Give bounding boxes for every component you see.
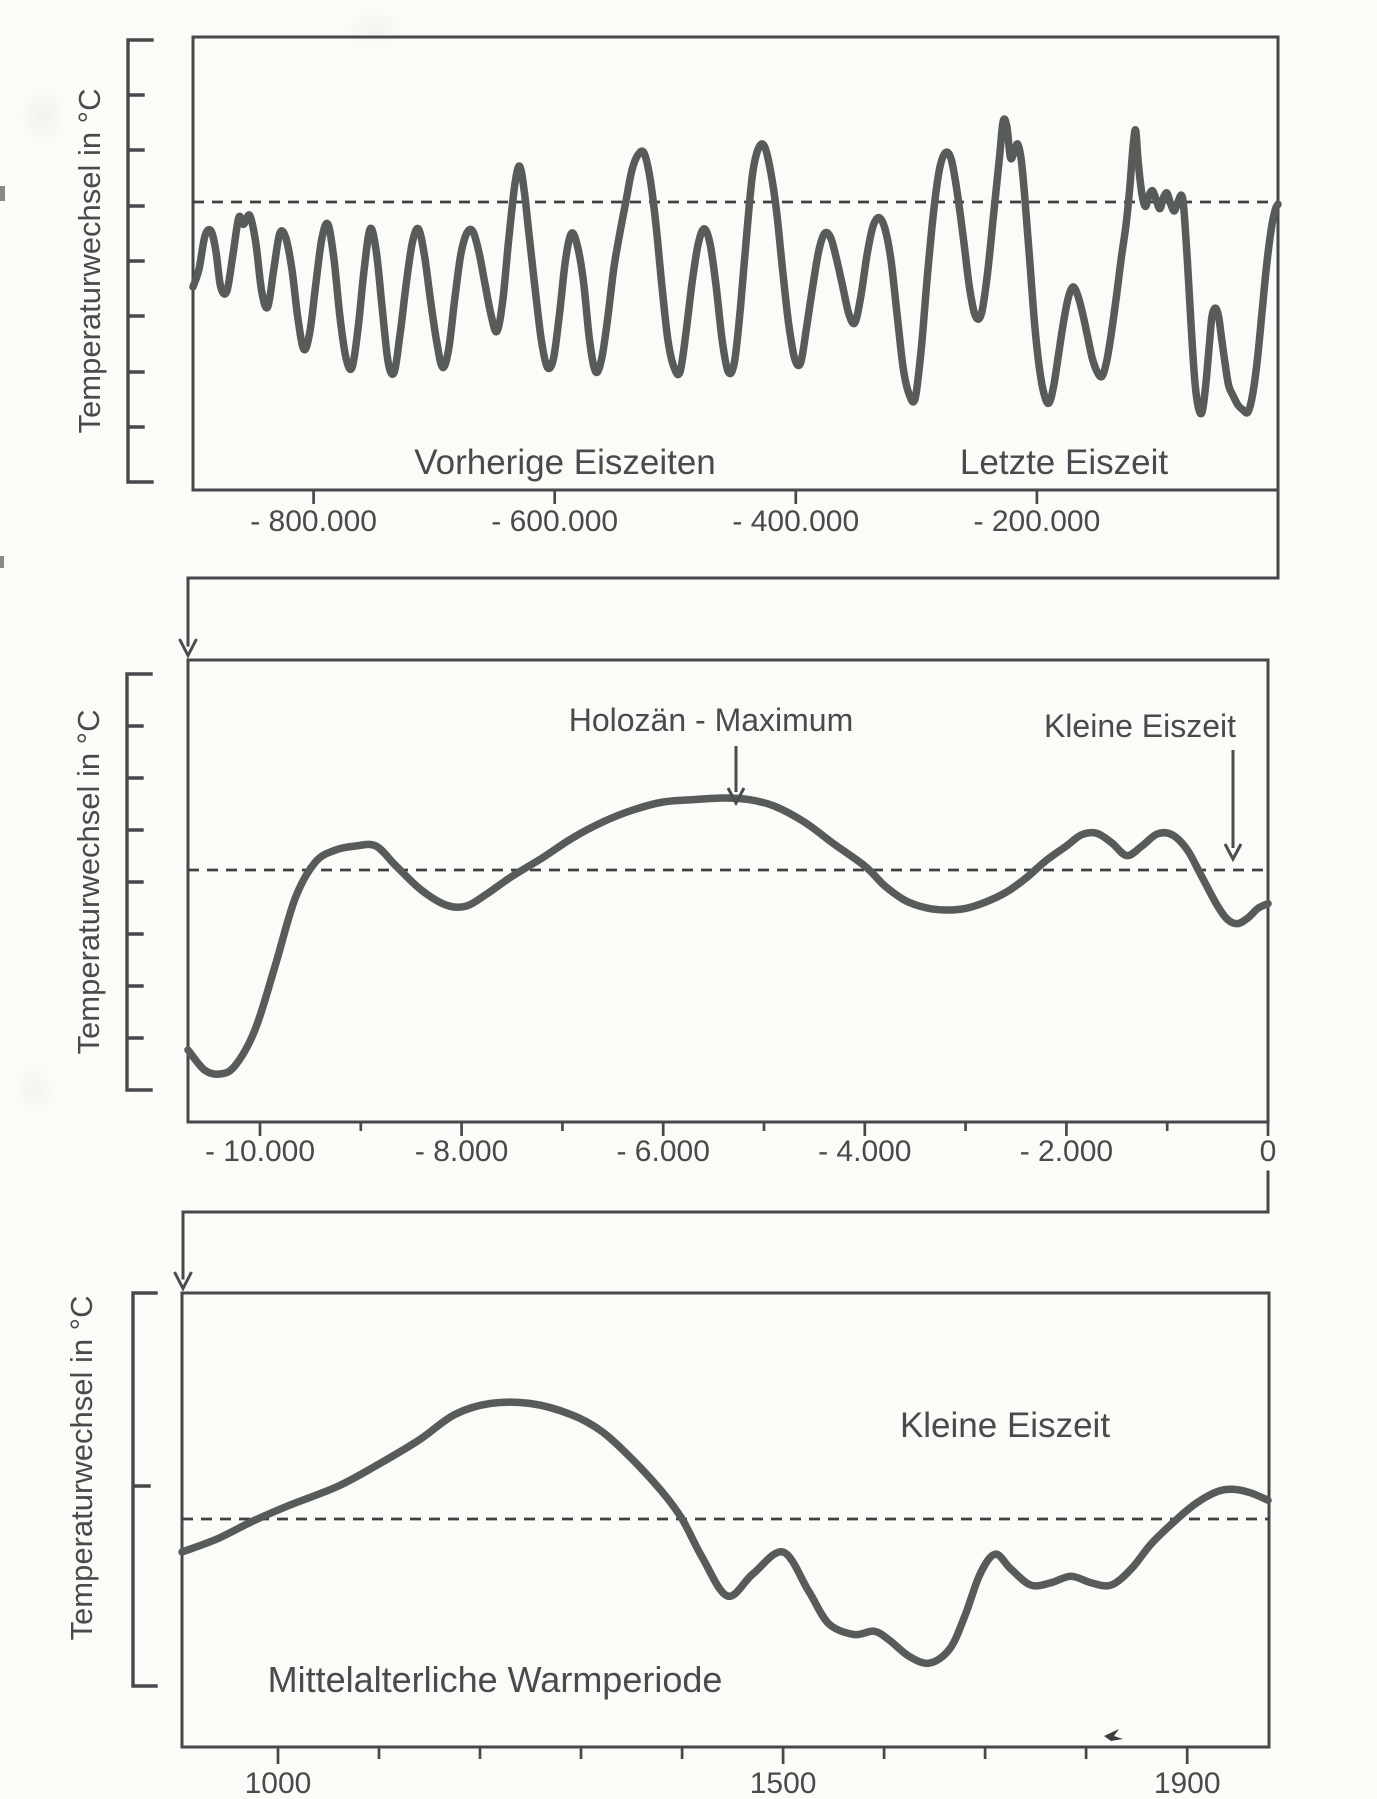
x-axis-tick-label: 0 (1260, 1135, 1277, 1168)
panel-2-plot-border (186, 658, 1270, 1124)
panel-2-temperature-curve (184, 794, 1272, 1078)
panel-3-label-kleine-eiszeit: Kleine Eiszeit (900, 1406, 1110, 1445)
panel-last-millennium: Temperaturwechsel in °C Kleine Eiszeit M… (64, 1291, 1272, 1799)
panel-1-temperature-curve (189, 115, 1282, 418)
kleine-eiszeit-arrowhead-icon (1223, 843, 1243, 863)
holozaen-maximum-arrowhead-icon (726, 787, 746, 807)
connector-2-arrowhead-icon (173, 1271, 193, 1292)
x-axis-tick-label: - 800.000 (250, 505, 377, 538)
panel-2-y-axis-bracket (125, 672, 153, 1092)
panel-1-label-letzte-eiszeit: Letzte Eiszeit (960, 443, 1168, 482)
zoom-connector-2 (173, 1170, 1270, 1292)
x-axis-tick-label: - 6.000 (616, 1135, 709, 1168)
panel-1-plot-border (191, 35, 1280, 492)
scan-speck (0, 186, 5, 201)
panel-2-label-holozaen-maximum: Holozän - Maximum (569, 702, 854, 738)
panel-2-y-axis-label: Temperaturwechsel in °C (71, 710, 106, 1055)
panel-3-y-axis-bracket (131, 1291, 158, 1688)
panel-3-label-mittelalterliche-warmperiode: Mittelalterliche Warmperiode (268, 1659, 723, 1700)
scan-artifact (1104, 1729, 1123, 1741)
panel-holocene: Temperaturwechsel in °C Holozän - Maximu… (71, 658, 1276, 1168)
panel-1-label-vorherige-eiszeiten: Vorherige Eiszeiten (414, 443, 716, 482)
connector-1-arrowhead-icon (178, 638, 198, 659)
panel-ice-age-cycles: Temperaturwechsel in °C Vorherige Eiszei… (72, 35, 1282, 538)
panel-3-temperature-curve (178, 1398, 1272, 1668)
x-axis-tick-label: - 10.000 (205, 1135, 315, 1168)
panel-2-label-kleine-eiszeit: Kleine Eiszeit (1044, 708, 1236, 744)
panel-1-y-axis-label: Temperaturwechsel in °C (72, 89, 107, 434)
x-axis-tick-label: - 4.000 (818, 1135, 911, 1168)
scan-speck (0, 556, 4, 568)
connector-1-line (186, 488, 1280, 647)
panel-1-y-axis-bracket (126, 38, 154, 484)
panel-2-x-axis: - 10.000 - 8.000 - 6.000 - 4.000 - 2.000 0 (205, 1122, 1276, 1168)
x-axis-tick-label: - 600.000 (491, 505, 618, 538)
connector-2-line (181, 1170, 1270, 1280)
x-axis-tick-label: - 200.000 (974, 505, 1101, 538)
x-axis-tick-label: - 2.000 (1020, 1135, 1113, 1168)
x-axis-tick-label: 1900 (1154, 1767, 1221, 1799)
panel-1-x-axis: - 800.000 - 600.000 - 400.000 - 200.000 (250, 490, 1100, 538)
zoom-connector-1 (178, 488, 1280, 659)
panel-3-y-axis-label: Temperaturwechsel in °C (64, 1296, 99, 1641)
x-axis-tick-label: 1000 (245, 1767, 312, 1799)
x-axis-tick-label: - 8.000 (415, 1135, 508, 1168)
x-axis-tick-label: - 400.000 (732, 505, 859, 538)
x-axis-tick-label: 1500 (750, 1767, 817, 1799)
panel-3-x-axis: 1000 1500 1900 (245, 1747, 1221, 1799)
